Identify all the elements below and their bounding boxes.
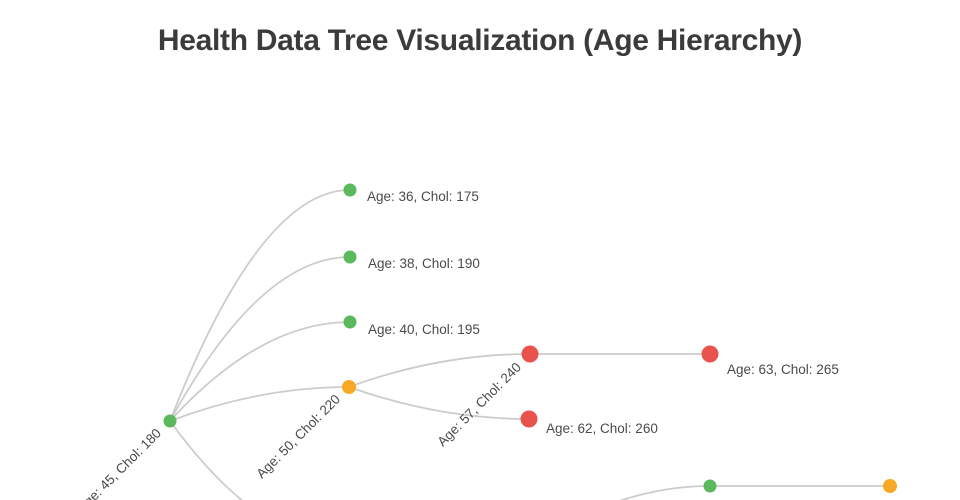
tree-node-n40[interactable] [343,315,357,329]
tree-node-n62[interactable] [520,410,538,428]
tree-link-root-n50 [169,386,350,422]
tree-node-label-root: Age: 45, Chol: 180 [74,426,164,500]
tree-node-o2[interactable] [883,479,897,493]
tree-link-n50-n62 [348,386,530,420]
tree-node-n63[interactable] [701,345,719,363]
tree-node-n38[interactable] [343,250,357,264]
tree-link-root-n36 [169,189,351,422]
tree-link-n50-n57 [348,353,531,388]
tree-node-label-n50: Age: 50, Chol: 220 [253,392,343,482]
tree-link-root-off1 [169,420,244,500]
tree-node-n36[interactable] [343,183,357,197]
tree-node-label-n62: Age: 62, Chol: 260 [546,421,658,436]
tree-node-label-n40: Age: 40, Chol: 195 [368,322,480,337]
tree-link-root-n40 [169,321,351,422]
tree-node-label-n38: Age: 38, Chol: 190 [368,256,480,271]
tree-node-n57[interactable] [521,345,539,363]
tree-node-root[interactable] [163,414,177,428]
tree-link-off2-g2 [619,485,711,500]
tree-link-root-n38 [169,256,351,422]
tree-node-n50[interactable] [342,380,356,394]
tree-node-label-n63: Age: 63, Chol: 265 [727,362,839,377]
page-title: Health Data Tree Visualization (Age Hier… [157,24,803,57]
tree-node-g2[interactable] [703,479,717,493]
tree-node-label-n36: Age: 36, Chol: 175 [367,189,479,204]
tree-node-label-n57: Age: 57, Chol: 240 [434,360,524,450]
